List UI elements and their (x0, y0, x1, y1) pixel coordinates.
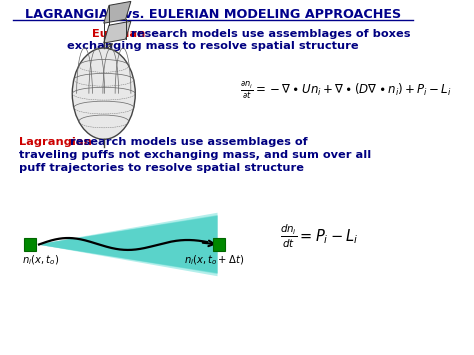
Polygon shape (104, 21, 131, 43)
Polygon shape (37, 215, 218, 274)
Polygon shape (104, 1, 131, 23)
Text: LAGRANGIAN vs. EULERIAN MODELING APPROACHES: LAGRANGIAN vs. EULERIAN MODELING APPROAC… (25, 8, 401, 21)
Text: $\frac{dn_i}{dt} = P_i - L_i$: $\frac{dn_i}{dt} = P_i - L_i$ (280, 223, 358, 250)
Text: research models use assemblages of boxes: research models use assemblages of boxes (128, 29, 411, 39)
Text: $n_i(x,t_o)$: $n_i(x,t_o)$ (22, 253, 60, 267)
Bar (24, 237, 36, 251)
Text: puff trajectories to resolve spatial structure: puff trajectories to resolve spatial str… (19, 163, 304, 173)
Text: Lagrangian: Lagrangian (19, 137, 92, 147)
Polygon shape (37, 215, 218, 274)
Polygon shape (37, 216, 218, 273)
Text: Eulerian: Eulerian (91, 29, 145, 39)
Polygon shape (37, 216, 218, 273)
Polygon shape (37, 216, 218, 273)
Text: exchanging mass to resolve spatial structure: exchanging mass to resolve spatial struc… (67, 41, 359, 51)
Ellipse shape (72, 48, 135, 139)
Text: traveling puffs not exchanging mass, and sum over all: traveling puffs not exchanging mass, and… (19, 150, 371, 160)
Polygon shape (37, 216, 218, 273)
Polygon shape (37, 215, 218, 274)
Polygon shape (37, 215, 218, 274)
Bar (213, 237, 225, 251)
Text: research models use assemblages of: research models use assemblages of (66, 137, 308, 147)
Polygon shape (37, 213, 218, 276)
Polygon shape (37, 215, 218, 274)
Polygon shape (37, 215, 218, 273)
Polygon shape (37, 215, 218, 274)
Polygon shape (37, 215, 218, 273)
Text: $n_i(x,t_o+\Delta t)$: $n_i(x,t_o+\Delta t)$ (184, 253, 244, 267)
Text: $\frac{\partial n_i}{\partial t} = -\nabla \bullet Un_i + \nabla \bullet (D\nabl: $\frac{\partial n_i}{\partial t} = -\nab… (240, 80, 452, 101)
